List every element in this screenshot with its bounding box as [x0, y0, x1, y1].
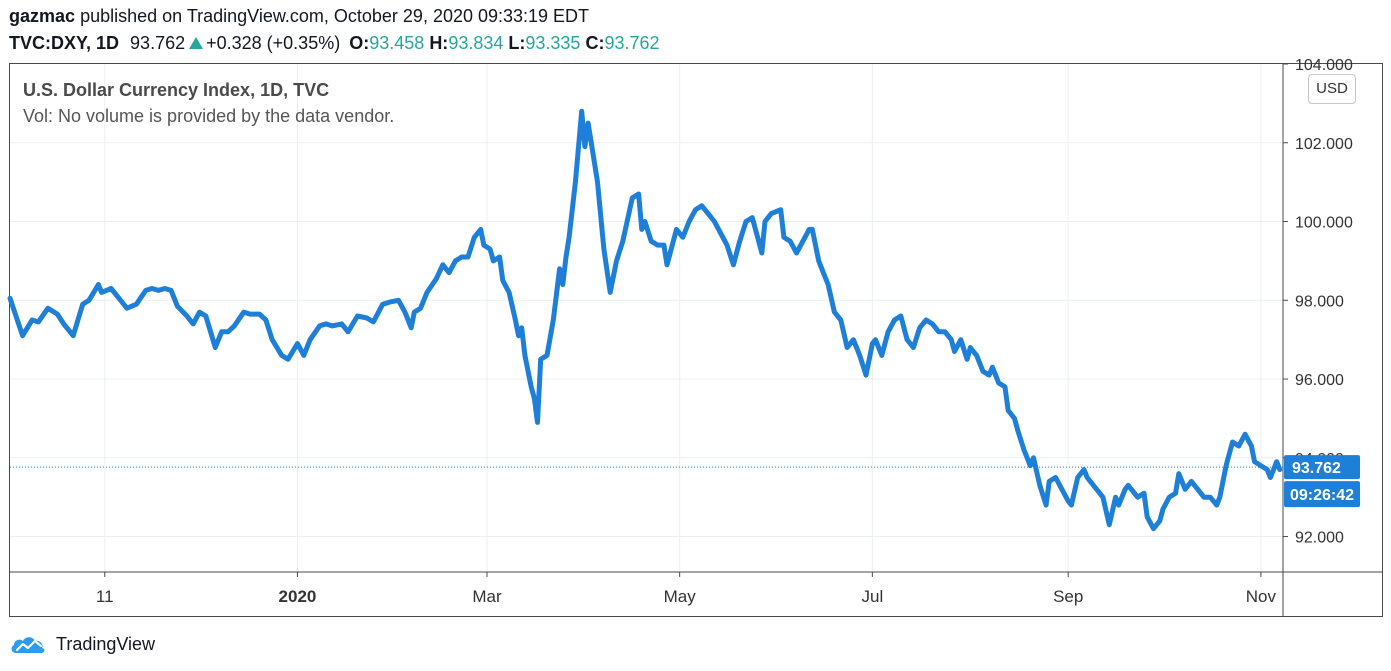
- y-tick-label: 98.000: [1295, 293, 1344, 310]
- published-text: published on TradingView.com, October 29…: [80, 6, 590, 26]
- x-tick-label: Sep: [1053, 587, 1083, 606]
- ohlc-bar: TVC:DXY, 1D 93.762 +0.328 (+0.35%) O:93.4…: [9, 33, 660, 54]
- countdown-tag: [1284, 481, 1360, 508]
- up-arrow-icon: [189, 37, 204, 49]
- y-tick-label: 96.000: [1295, 372, 1344, 389]
- price-series-line: [7, 108, 1283, 532]
- close-label: C:: [585, 33, 605, 53]
- author-name[interactable]: gazmac: [9, 6, 76, 26]
- low-value: 93.335: [525, 33, 581, 53]
- legend-title: U.S. Dollar Currency Index, 1D, TVC: [23, 80, 330, 100]
- last-price: 93.762: [130, 33, 186, 53]
- footer-brand-name: TradingView: [56, 633, 156, 654]
- low-label: L:: [508, 33, 526, 53]
- x-tick-label: Mar: [472, 587, 502, 606]
- x-tick-label: Nov: [1246, 587, 1277, 606]
- publish-info: gazmac published on TradingView.com, Oct…: [9, 6, 589, 27]
- x-tick-label: 11: [96, 587, 114, 606]
- y-tick-label: 100.000: [1295, 215, 1353, 232]
- x-tick-label: Jul: [861, 587, 883, 606]
- price-change: +0.328 (+0.35%): [206, 33, 341, 53]
- symbol-label[interactable]: TVC:DXY, 1D: [9, 33, 120, 53]
- high-label: H:: [429, 33, 449, 53]
- y-tick-label: 102.000: [1295, 136, 1353, 153]
- countdown-tag-label: 09:26:42: [1290, 487, 1354, 504]
- open-label: O:: [349, 33, 370, 53]
- y-tick-label: 92.000: [1295, 530, 1344, 547]
- x-tick-label: May: [664, 587, 697, 606]
- tradingview-logo-icon: [11, 637, 45, 653]
- open-value: 93.458: [369, 33, 425, 53]
- volume-note: Vol: No volume is provided by the data v…: [23, 106, 395, 126]
- close-value: 93.762: [604, 33, 660, 53]
- chart-frame[interactable]: [9, 63, 1383, 617]
- x-tick-label: 2020: [279, 587, 317, 606]
- last-price-tag: [1284, 455, 1360, 480]
- currency-button[interactable]: USD: [1308, 74, 1356, 104]
- footer-brand[interactable]: TradingView: [10, 632, 155, 656]
- high-value: 93.834: [448, 33, 504, 53]
- last-price-tag-label: 93.762: [1292, 460, 1341, 477]
- y-tick-label: 104.000: [1295, 57, 1353, 74]
